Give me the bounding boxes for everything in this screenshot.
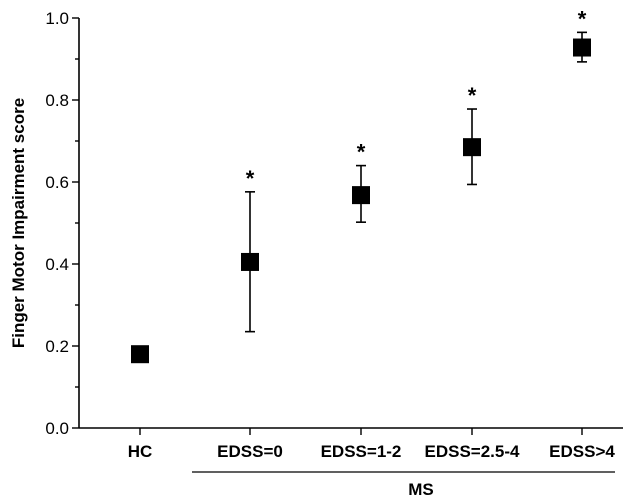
y-tick-label: 0.8	[45, 91, 69, 110]
x-ticks: HC EDSS=0 EDSS=1-2 EDSS=2.5-4 EDSS>4	[128, 428, 615, 461]
data-point	[573, 38, 591, 57]
y-tick-label: 1.0	[45, 9, 69, 28]
significance-asterisk: *	[357, 140, 366, 165]
data-point	[352, 186, 370, 205]
y-tick-label: 0.4	[45, 255, 69, 274]
data-point	[241, 252, 259, 271]
axes	[78, 18, 623, 429]
data-markers	[131, 38, 591, 364]
y-ticks: 0.0 0.2 0.4 0.6 0.8 1.0	[45, 9, 79, 438]
significance-markers: * * * *	[246, 6, 587, 190]
significance-asterisk: *	[246, 166, 255, 191]
significance-asterisk: *	[468, 83, 477, 108]
x-tick-label: EDSS=0	[217, 442, 283, 461]
x-tick-label: HC	[128, 442, 153, 461]
data-point	[131, 345, 149, 364]
ms-group-label: MS	[408, 480, 434, 499]
data-point	[463, 138, 481, 157]
x-tick-label: EDSS>4	[549, 442, 615, 461]
y-tick-label: 0.2	[45, 337, 69, 356]
y-tick-label: 0.6	[45, 173, 69, 192]
y-axis-label: Finger Motor Impairment score	[9, 98, 28, 348]
x-tick-label: EDSS=1-2	[321, 442, 402, 461]
y-tick-label: 0.0	[45, 419, 69, 438]
significance-asterisk: *	[578, 6, 587, 31]
x-tick-label: EDSS=2.5-4	[425, 442, 521, 461]
